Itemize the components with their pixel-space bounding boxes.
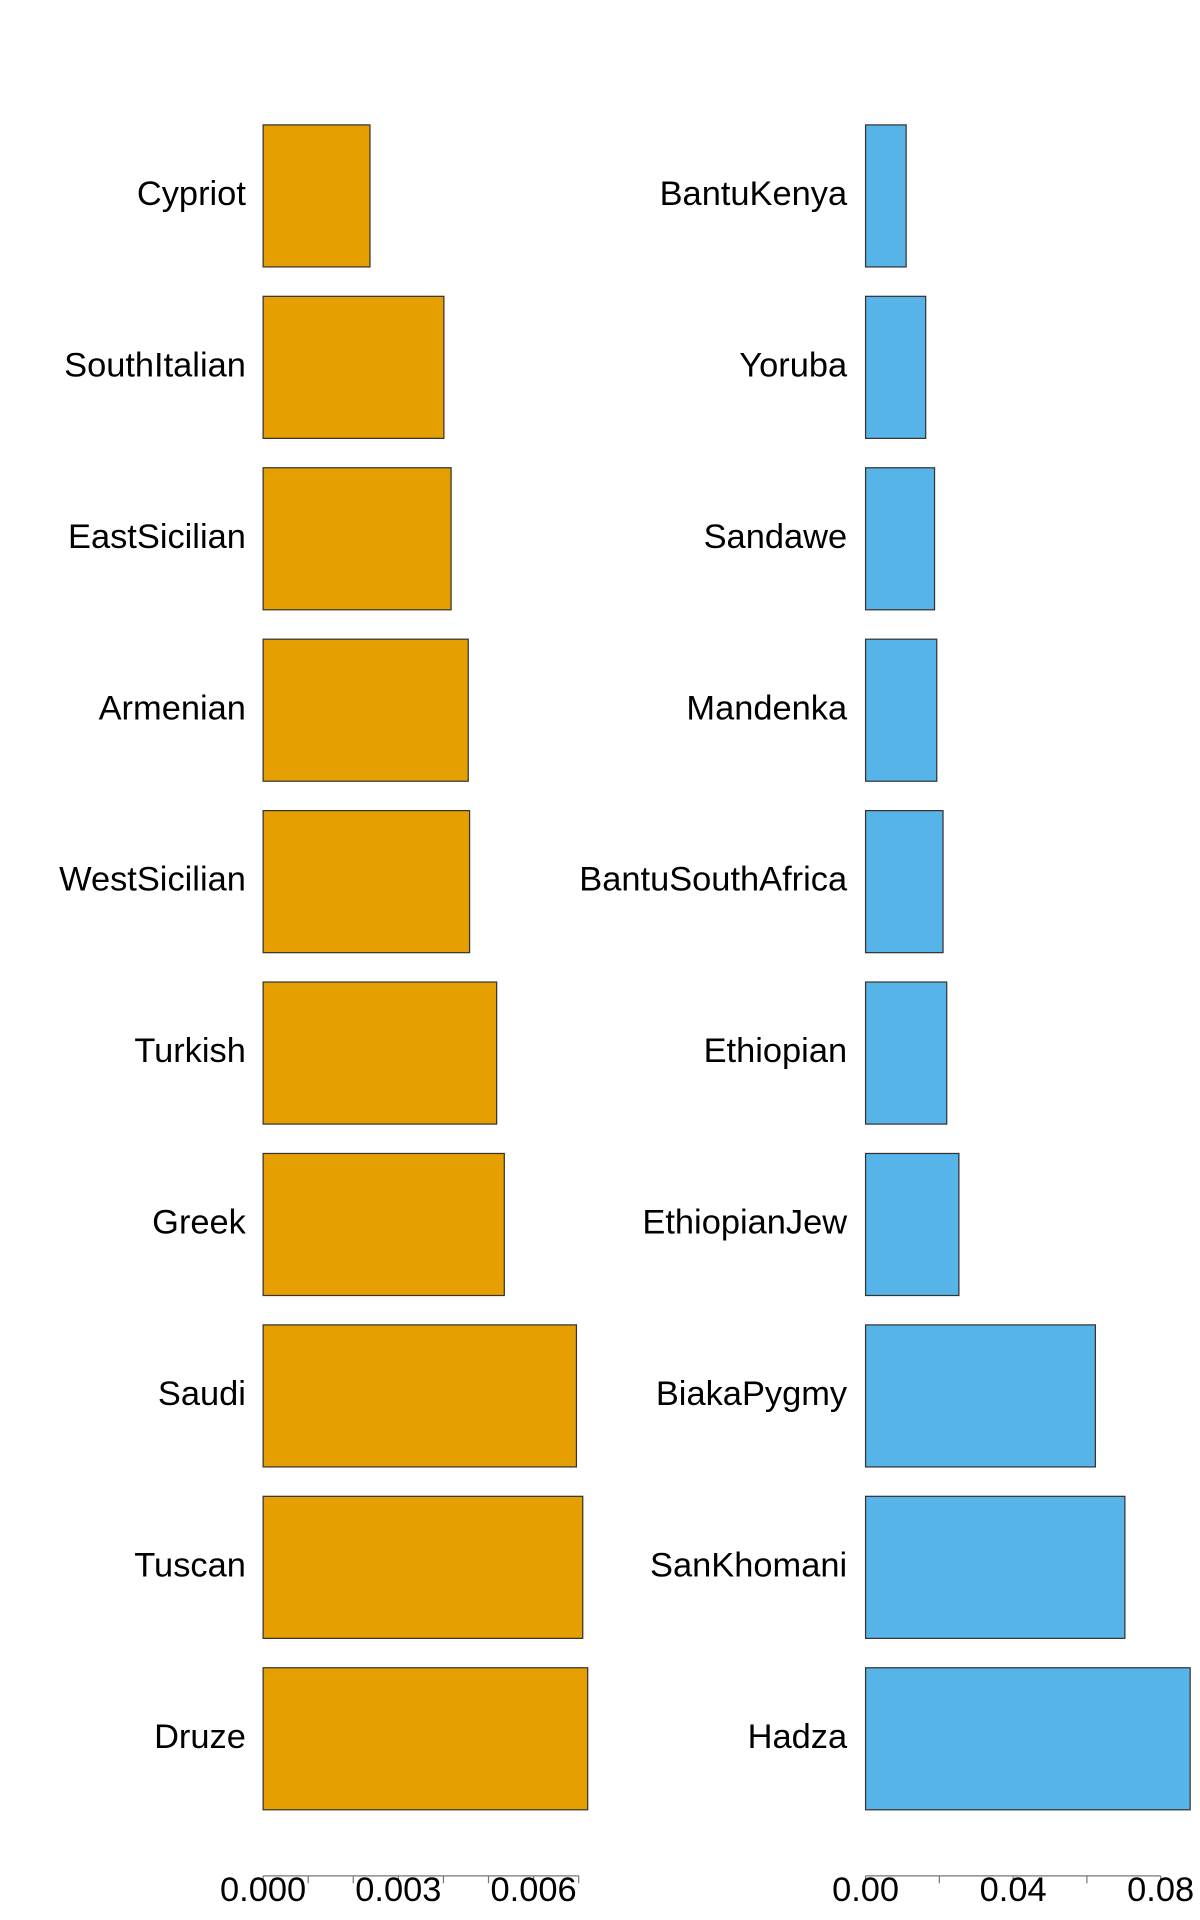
- bar: [262, 295, 445, 439]
- bar: [864, 638, 938, 782]
- category-label: Yoruba: [739, 346, 848, 384]
- bar: [864, 981, 948, 1125]
- x-tick-label: 0.006: [491, 1871, 577, 1909]
- bar: [864, 1495, 1126, 1639]
- category-label: BiakaPygmy: [656, 1375, 848, 1413]
- bar: [262, 1152, 505, 1297]
- category-label: BantuSouthAfrica: [579, 861, 848, 899]
- bar: [864, 467, 936, 611]
- category-label: BantuKenya: [660, 175, 848, 213]
- bar: [262, 1324, 578, 1468]
- bar: [262, 981, 498, 1125]
- category-label: EthiopianJew: [642, 1204, 847, 1242]
- bar: [262, 1495, 584, 1639]
- category-label: Ethiopian: [704, 1032, 848, 1070]
- category-label: SanKhomani: [650, 1546, 847, 1584]
- category-label: Sandawe: [704, 518, 848, 556]
- category-label: EastSicilian: [68, 518, 246, 556]
- bar: [864, 1667, 1191, 1811]
- category-label: Tuscan: [134, 1546, 246, 1584]
- x-tick-label: 0.000: [220, 1871, 306, 1909]
- category-label: Cypriot: [137, 175, 246, 213]
- category-label: Turkish: [134, 1032, 246, 1070]
- x-tick-label: 0.04: [980, 1871, 1047, 1909]
- bar: [864, 810, 944, 954]
- category-label: WestSicilian: [59, 861, 246, 899]
- bar: [864, 124, 907, 268]
- category-label: Druze: [154, 1718, 246, 1756]
- category-label: Mandenka: [686, 689, 848, 727]
- bar: [262, 638, 469, 782]
- bar: [262, 124, 371, 268]
- bar: [864, 295, 927, 439]
- bar: [864, 1152, 960, 1297]
- category-label: SouthItalian: [64, 346, 246, 384]
- bar: [262, 467, 452, 611]
- category-label: Greek: [152, 1204, 247, 1242]
- bar: [864, 1324, 1096, 1468]
- x-tick-label: 0.00: [832, 1871, 899, 1909]
- category-label: Saudi: [158, 1375, 246, 1413]
- x-tick-label: 0.003: [355, 1871, 441, 1909]
- bar: [262, 810, 471, 954]
- bar: [262, 1667, 589, 1811]
- category-label: Armenian: [99, 689, 246, 727]
- x-tick-label: 0.08: [1127, 1871, 1194, 1909]
- category-label: Hadza: [748, 1718, 848, 1756]
